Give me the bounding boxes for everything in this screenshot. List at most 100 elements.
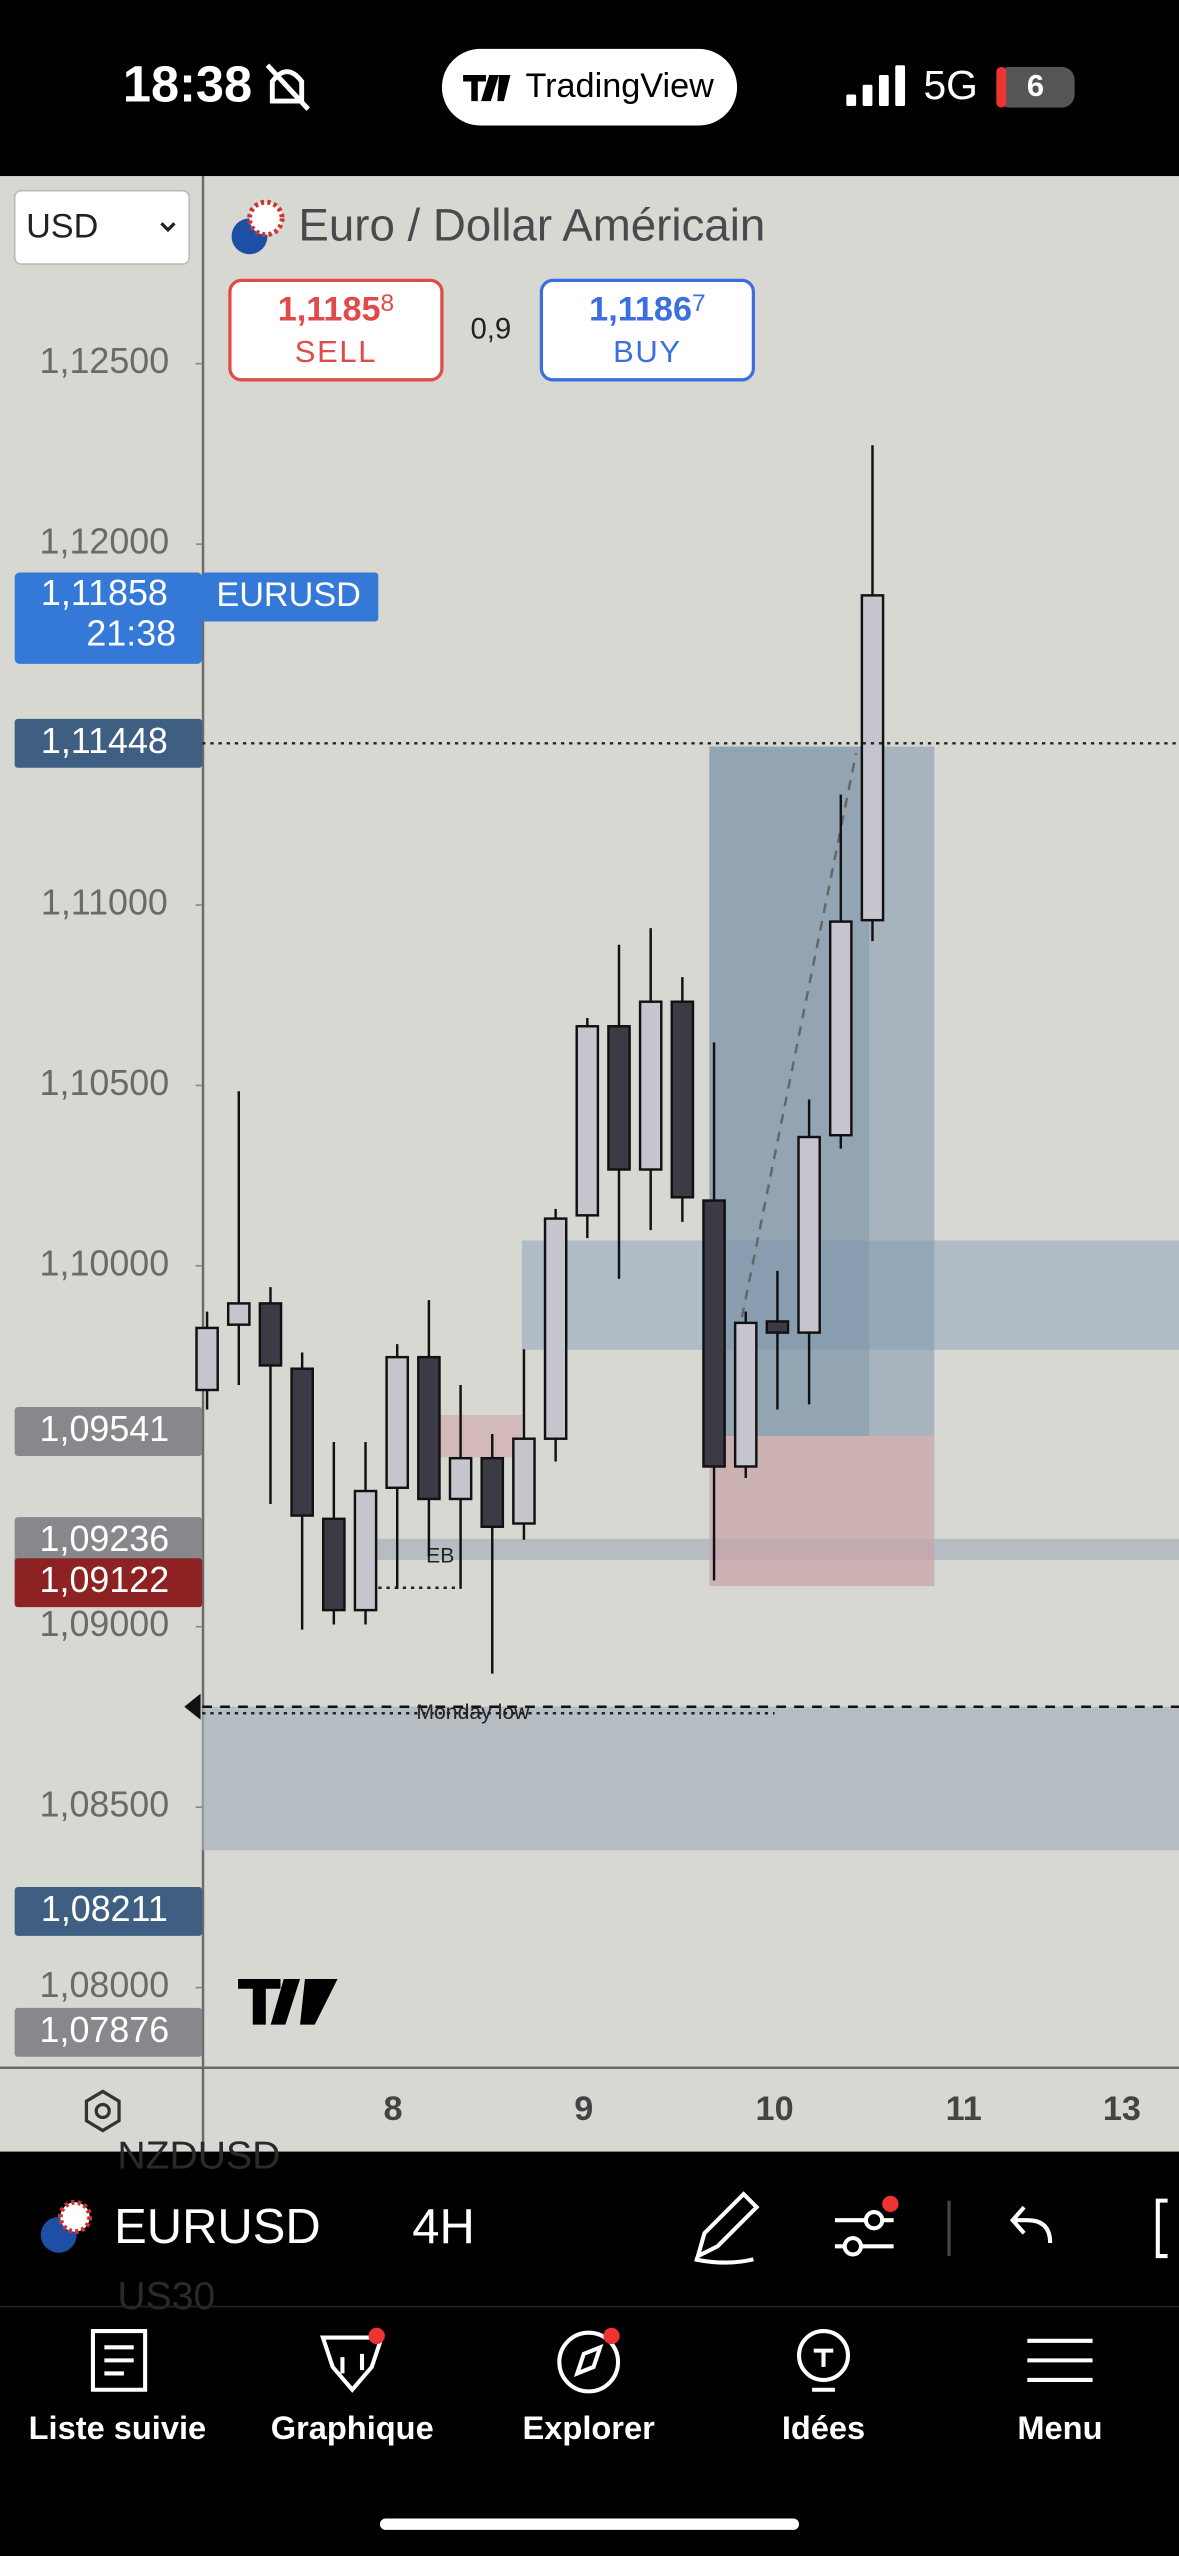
- y-tick-label: 1,09000: [40, 1604, 170, 1644]
- x-axis: 8 9 10 11 13: [383, 2090, 1140, 2128]
- tab-label[interactable]: Liste suivie: [29, 2409, 207, 2446]
- app-pill[interactable]: [441, 48, 738, 126]
- candle-body: [607, 1025, 631, 1171]
- candle-body: [575, 1025, 600, 1217]
- undo-icon[interactable]: [1009, 2205, 1053, 2244]
- badge: [368, 2327, 385, 2345]
- candle-body: [797, 1135, 821, 1334]
- price-marker: [14, 1407, 203, 1456]
- signal-icon: [846, 65, 906, 106]
- price-marker-time: 21:38: [86, 614, 176, 654]
- price-marker-label: 1,11858: [41, 573, 168, 613]
- spread: 0,9: [470, 313, 511, 346]
- settings-icon-dot: [94, 2102, 111, 2120]
- chevron: [160, 222, 176, 233]
- sell-price-main: 1,1185: [278, 290, 381, 328]
- sell-label[interactable]: SELL: [295, 334, 377, 369]
- y-tick-label: 1,08500: [40, 1785, 170, 1825]
- price-marker: [14, 1886, 203, 1936]
- buy-price-pip: 7: [692, 290, 706, 317]
- price-marker-label: 1,11448: [41, 721, 168, 761]
- candle-body: [765, 1320, 790, 1334]
- tab-bar: Liste suivie Graphique Explorer Idées Menu: [29, 2409, 1103, 2446]
- flag-us: [247, 199, 285, 238]
- tv-mini-logo: [463, 74, 511, 102]
- y-axis: 1,12500 1,12000 1,11000 1,10500 1,10000 1,090…: [40, 341, 203, 2005]
- price-markers: 1,1185821:38EURUSD1,114481,095411,092361…: [14, 572, 1179, 2057]
- draw-icon[interactable]: [694, 2191, 760, 2265]
- battery-text: 6: [1027, 68, 1044, 103]
- candle-body: [385, 1355, 410, 1490]
- price-marker: [14, 2007, 203, 2057]
- candle-body: [226, 1302, 251, 1326]
- y-tick-label: 1,10000: [40, 1243, 170, 1283]
- currency[interactable]: USD: [26, 207, 98, 245]
- app-name: TradingView: [525, 67, 714, 105]
- sell-price[interactable]: 1,11858: [278, 290, 394, 328]
- symbol-tag-label: EURUSD: [216, 576, 361, 614]
- buy-button[interactable]: [539, 278, 756, 382]
- bottom-area: [0, 2151, 1179, 2556]
- arrow-marker: [184, 1693, 201, 1720]
- candle-body: [290, 1367, 314, 1517]
- annotation: Monday low: [416, 1701, 530, 1724]
- tab-label[interactable]: Menu: [1017, 2409, 1102, 2446]
- toolbar-symbol[interactable]: EURUSD: [114, 2200, 321, 2254]
- tab-icons: [90, 2329, 1093, 2394]
- candle-body: [638, 1000, 663, 1171]
- x-tick-label: 13: [1103, 2090, 1141, 2128]
- candle-body: [860, 594, 885, 922]
- battery-level: [996, 66, 1007, 108]
- y-tick-label: 1,12000: [40, 522, 170, 562]
- ghost-symbol: US30: [117, 2275, 215, 2318]
- candle-body: [512, 1437, 536, 1525]
- toolbar-interval[interactable]: 4H: [412, 2200, 475, 2254]
- badge: [882, 2195, 899, 2213]
- home-indicator: [379, 2518, 800, 2530]
- annotation: EB: [426, 1544, 454, 1567]
- network: 5G: [924, 62, 978, 108]
- buy-price-main: 1,1186: [589, 290, 692, 328]
- tab-label[interactable]: Explorer: [523, 2409, 656, 2446]
- settings-icon[interactable]: [84, 2089, 121, 2133]
- x-tick-label: 9: [574, 2090, 593, 2128]
- x-tick-label: 11: [946, 2090, 982, 2128]
- ghost-symbol: NZDUSD: [117, 2135, 280, 2178]
- candle-body: [448, 1456, 473, 1501]
- candle-body: [322, 1517, 346, 1612]
- price-marker-label: 1,09236: [40, 1519, 170, 1559]
- clock: 18:38: [123, 55, 252, 112]
- sell-button[interactable]: [228, 278, 444, 382]
- tab-label[interactable]: Idées: [782, 2409, 865, 2446]
- price-marker: [14, 1558, 203, 1608]
- tab-label[interactable]: Graphique: [271, 2409, 434, 2446]
- candle-body: [543, 1217, 568, 1440]
- tv-logo: [238, 1978, 338, 2025]
- price-marker-label: 1,07876: [40, 2010, 170, 2050]
- candle-body: [480, 1456, 505, 1528]
- buy-label[interactable]: BUY: [613, 334, 682, 369]
- symbol-tag: [202, 572, 379, 622]
- buy-price[interactable]: 1,11867: [589, 290, 705, 328]
- candle-body: [828, 920, 853, 1137]
- sell-price-pip: 8: [381, 290, 395, 317]
- zone: [202, 1706, 1179, 1851]
- price-marker: [14, 1517, 203, 1567]
- candle-body: [258, 1302, 283, 1367]
- badge: [603, 2327, 620, 2345]
- price-marker: [14, 718, 203, 768]
- candle-body: [670, 1000, 695, 1199]
- candle-body: [702, 1199, 726, 1468]
- fullscreen-icon[interactable]: [1155, 2198, 1168, 2259]
- x-tick-label: 8: [383, 2090, 402, 2128]
- mute-icon: [265, 63, 310, 111]
- y-tick-label: 1,08000: [40, 1965, 170, 2005]
- currency-select[interactable]: [13, 189, 190, 265]
- y-tick-label: 1,11000: [41, 882, 168, 922]
- candle-body: [733, 1321, 758, 1468]
- battery: [996, 66, 1075, 108]
- indicators-icon[interactable]: [834, 2210, 894, 2257]
- y-tick-label: 1,10500: [40, 1063, 170, 1103]
